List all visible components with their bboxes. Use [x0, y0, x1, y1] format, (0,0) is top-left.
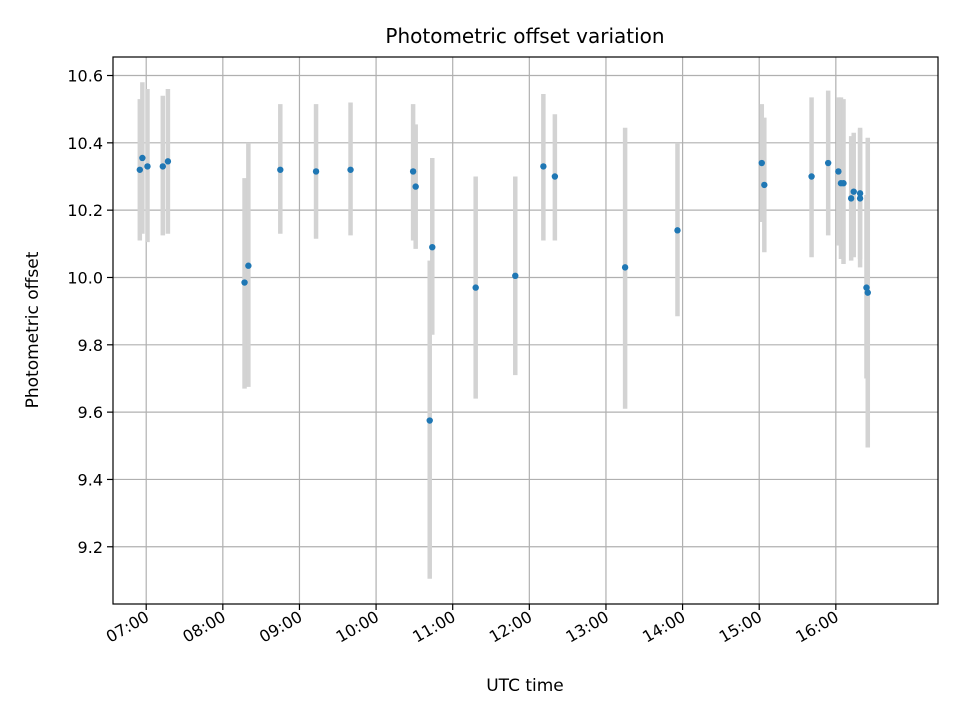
x-axis-label: UTC time: [486, 676, 564, 696]
chart-title: Photometric offset variation: [385, 24, 664, 48]
data-point: [674, 227, 681, 234]
y-tick-label: 9.6: [78, 403, 103, 422]
y-axis-label: Photometric offset: [23, 251, 43, 408]
data-point: [412, 183, 419, 190]
data-point: [512, 272, 519, 279]
y-tick-label: 10.2: [67, 201, 103, 220]
data-point: [621, 264, 629, 271]
data-point: [808, 173, 815, 180]
y-tick-label: 10.4: [67, 134, 103, 153]
data-point: [824, 159, 832, 167]
data-point: [758, 159, 765, 167]
y-tick-label: 10.0: [67, 268, 103, 287]
data-point: [551, 173, 559, 180]
data-point: [139, 154, 146, 162]
data-point: [277, 166, 284, 173]
y-tick-label: 9.4: [78, 470, 103, 489]
data-point: [761, 181, 768, 189]
data-point: [847, 195, 855, 202]
data-point: [540, 163, 547, 170]
y-tick-label: 10.6: [67, 67, 103, 86]
data-point: [426, 417, 433, 424]
data-point: [144, 163, 151, 170]
data-point: [864, 289, 871, 296]
data-point: [429, 243, 436, 251]
data-point: [409, 168, 417, 175]
data-point: [472, 284, 479, 291]
y-tick-label: 9.2: [78, 538, 103, 557]
data-point: [850, 188, 857, 195]
plot-frame: [112, 56, 939, 605]
data-point: [347, 166, 354, 173]
data-point: [856, 190, 864, 197]
data-point: [136, 166, 144, 173]
data-point: [164, 158, 172, 165]
data-point: [835, 168, 842, 175]
data-points: [136, 154, 871, 424]
data-point: [312, 168, 320, 175]
data-point: [840, 180, 847, 187]
data-point: [159, 163, 167, 170]
data-point: [245, 262, 252, 269]
y-tick-label: 9.8: [78, 336, 103, 355]
data-point: [856, 195, 864, 202]
data-point: [863, 284, 870, 291]
data-point: [241, 279, 248, 286]
